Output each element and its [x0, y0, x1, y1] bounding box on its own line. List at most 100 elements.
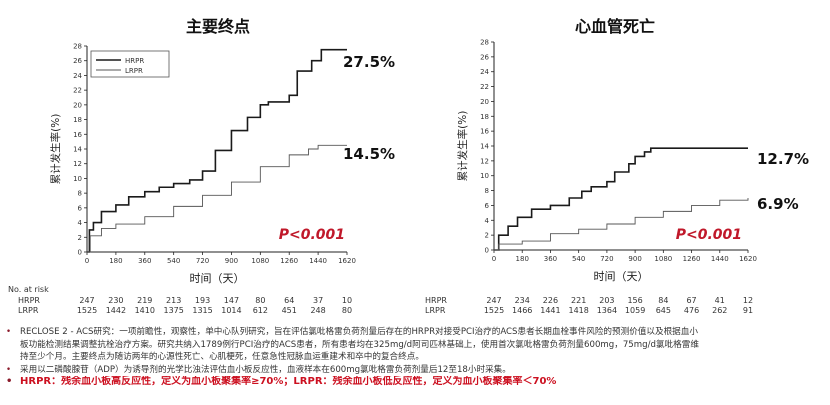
risk-cell: 262 [712, 306, 727, 315]
risk-cell: 84 [658, 296, 668, 305]
y-tick-label: 0 [78, 249, 82, 257]
x-tick-label: 1440 [711, 255, 729, 263]
risk-cell: 1418 [568, 306, 588, 315]
y-tick-label: 16 [73, 131, 82, 139]
risk-cell: 91 [743, 306, 753, 315]
risk-cell: 156 [627, 296, 642, 305]
end-value-label-hrpr: 12.7% [757, 150, 809, 168]
x-tick-label: 540 [572, 255, 585, 263]
y-tick-label: 4 [485, 217, 490, 225]
note-line-1: • RECLOSE 2 - ACS研究：一项前瞻性，观察性，单中心队列研究，旨在评… [6, 327, 698, 337]
x-tick-label: 360 [544, 255, 557, 263]
p-value-annotation: P<0.001 [676, 227, 742, 243]
risk-cell: 1441 [540, 306, 560, 315]
risk-cell: 12 [743, 296, 753, 305]
chart-title: 主要终点 [186, 17, 250, 36]
y-tick-label: 12 [480, 157, 489, 165]
risk-cell: 193 [195, 296, 210, 305]
risk-cell: 226 [543, 296, 558, 305]
risk-cell: 645 [656, 306, 671, 315]
study-notes: • RECLOSE 2 - ACS研究：一项前瞻性，观察性，单中心队列研究，旨在评… [6, 326, 824, 389]
note-definitions: • HRPR：残余血小板高反应性，定义为血小板聚集率≥70%；LRPR：残余血小板… [6, 376, 557, 387]
x-axis-label: 时间（天） [594, 270, 649, 283]
end-value-label-lrpr: 14.5% [343, 145, 395, 163]
risk-cell: 41 [715, 296, 725, 305]
primary-endpoint-chart: 主要终点 0 2 4 6 8 10 12 14 16 18 20 22 24 26 28 0 180 360 540 7… [0, 0, 415, 320]
y-tick-label: 10 [73, 175, 82, 183]
risk-cell: 1525 [484, 306, 504, 315]
note-line-4: • 采用以二磷酸腺苷（ADP）为诱导剂的光学比浊法评估血小板反应性，血液样本在60… [6, 364, 511, 375]
bullet-icon: • [6, 376, 13, 387]
risk-cell: 1442 [106, 306, 126, 315]
y-tick-label: 22 [480, 83, 489, 91]
y-tick-label: 12 [73, 160, 82, 168]
y-axis-label: 累计发生率(%) [456, 111, 469, 182]
risk-cell: 80 [255, 296, 265, 305]
x-tick-label: 1260 [280, 257, 298, 265]
x-tick-label: 1620 [338, 257, 356, 265]
x-tick-label: 1440 [309, 257, 327, 265]
cv-death-chart: 心血管死亡 0 2 4 6 8 10 12 14 16 18 20 22 24 26 28 0 180 360 540… [415, 0, 830, 320]
x-tick-label: 180 [516, 255, 529, 263]
risk-cell: 213 [166, 296, 181, 305]
x-axis-label: 时间（天） [190, 272, 245, 285]
y-tick-label: 18 [73, 116, 82, 124]
risk-cell: 80 [342, 306, 352, 315]
y-tick-label: 24 [480, 68, 489, 76]
legend-box [90, 50, 170, 78]
x-tick-label: 180 [109, 257, 122, 265]
y-tick-label: 2 [485, 232, 489, 240]
legend-label: HRPR [125, 57, 144, 65]
risk-cell: 1525 [77, 306, 97, 315]
x-tick-label: 0 [492, 255, 496, 263]
series-line-hrpr [87, 48, 347, 253]
y-tick-label: 28 [73, 43, 82, 51]
risk-cell: 10 [342, 296, 352, 305]
risk-cell: 1059 [625, 306, 645, 315]
risk-row-label: LRPR [425, 306, 446, 315]
x-tick-label: 720 [600, 255, 613, 263]
risk-cell: 230 [108, 296, 123, 305]
end-value-label-hrpr: 27.5% [343, 53, 395, 71]
y-tick-label: 20 [73, 101, 82, 109]
risk-cell: 451 [282, 306, 297, 315]
risk-row-label: HRPR [18, 296, 40, 305]
x-tick-label: 900 [225, 257, 238, 265]
y-tick-label: 2 [78, 234, 82, 242]
note-line-3: 持至少个月。主要终点为随访两年的心源性死亡、心肌梗死，任意急性冠脉血运重建术和卒… [20, 352, 424, 362]
bullet-icon: • [6, 327, 12, 337]
x-tick-label: 720 [196, 257, 209, 265]
y-tick-label: 20 [480, 98, 489, 106]
risk-cell: 219 [137, 296, 152, 305]
series-line-lrpr [87, 144, 347, 253]
x-tick-label: 1080 [654, 255, 672, 263]
x-tick-label: 1260 [683, 255, 701, 263]
y-tick-label: 8 [78, 190, 82, 198]
y-tick-label: 24 [73, 72, 82, 80]
risk-row-label: LRPR [18, 306, 39, 315]
x-tick-label: 1080 [251, 257, 269, 265]
risk-cell: 1014 [221, 306, 241, 315]
note-line-2: 板功能检测结果调整抗栓治疗方案。研究共纳入1789例行PCI治疗的ACS患者，所… [20, 339, 699, 350]
y-tick-label: 4 [78, 219, 83, 227]
y-tick-label: 6 [485, 202, 490, 210]
risk-table-header: No. at risk [8, 285, 49, 294]
risk-cell: 1466 [512, 306, 532, 315]
risk-cell: 1375 [163, 306, 183, 315]
risk-cell: 37 [313, 296, 323, 305]
risk-cell: 247 [486, 296, 501, 305]
series-line-lrpr [494, 198, 749, 251]
chart-title: 心血管死亡 [575, 17, 655, 36]
series-line-hrpr [494, 147, 748, 251]
risk-cell: 612 [253, 306, 268, 315]
bullet-icon: • [6, 364, 12, 375]
risk-cell: 1315 [192, 306, 212, 315]
y-axis-label: 累计发生率(%) [49, 114, 62, 185]
risk-cell: 203 [599, 296, 614, 305]
end-value-label-lrpr: 6.9% [757, 195, 799, 213]
y-tick-label: 14 [73, 146, 82, 154]
y-tick-label: 10 [480, 172, 489, 180]
risk-cell: 476 [684, 306, 699, 315]
p-value-annotation: P<0.001 [279, 227, 345, 243]
